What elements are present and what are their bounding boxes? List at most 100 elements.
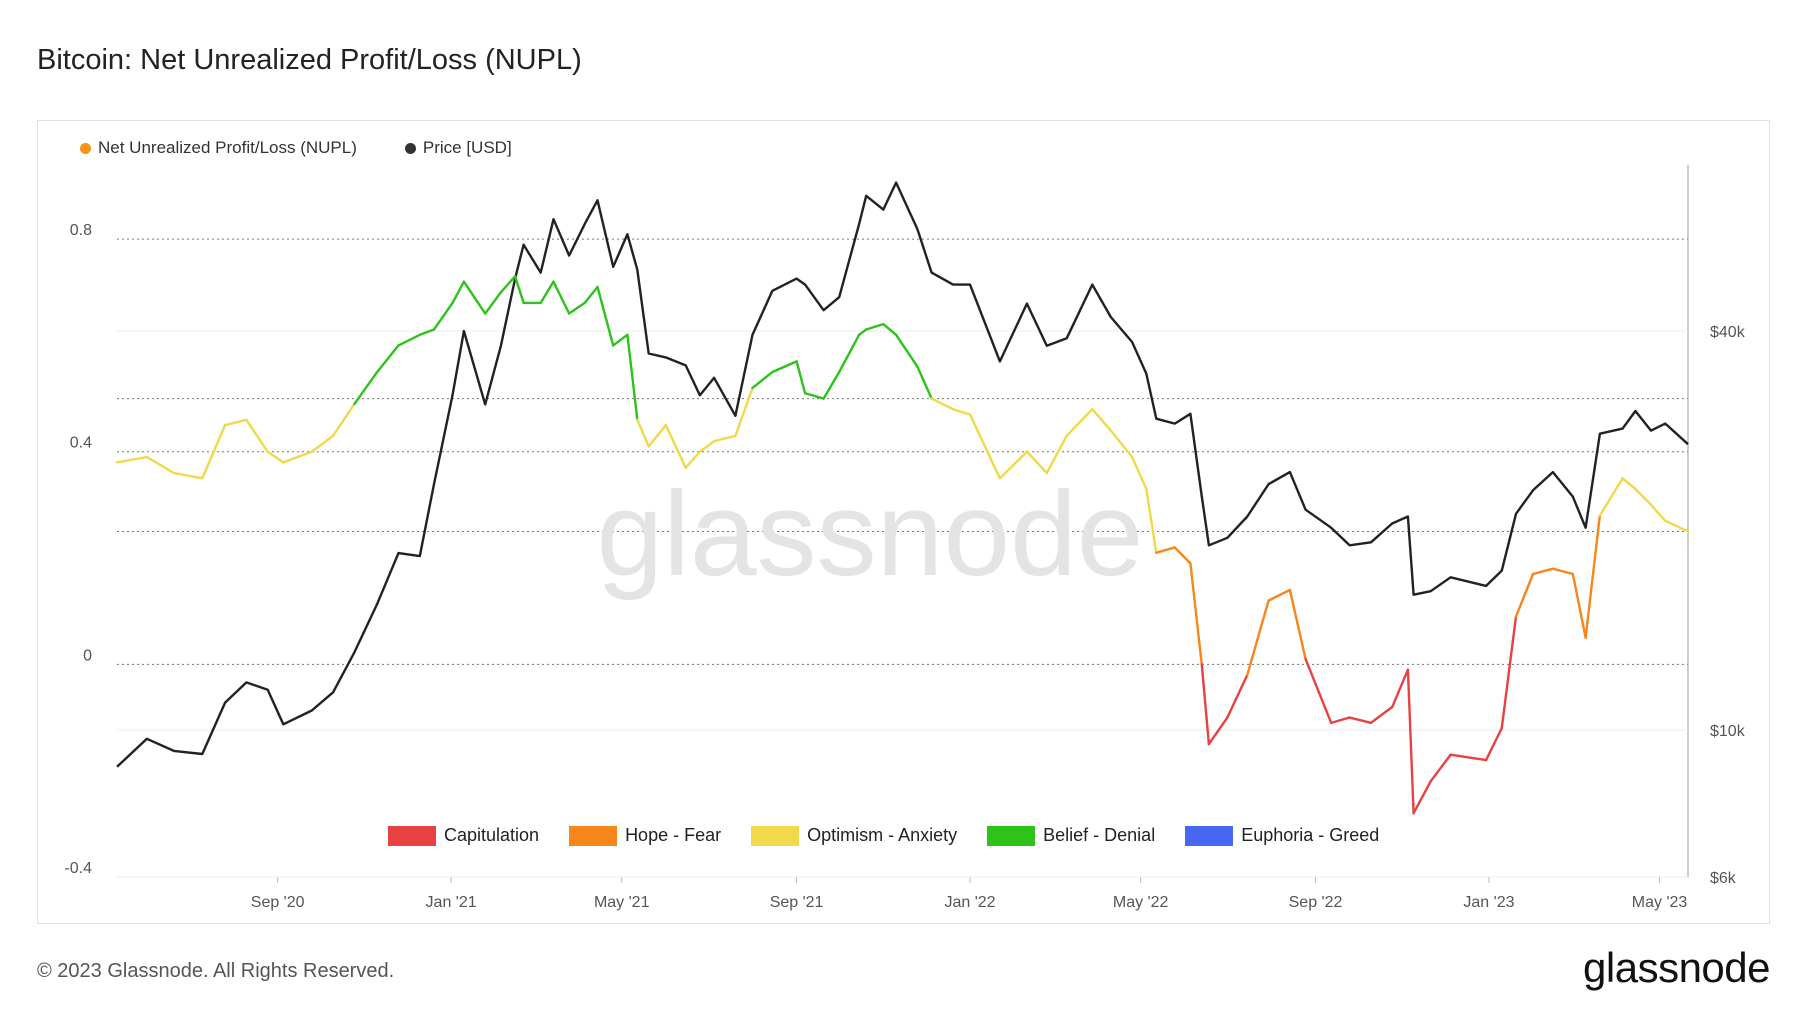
nupl-segment: [1173, 546, 1192, 565]
zone-label: Optimism - Anxiety: [807, 825, 958, 845]
nupl-segment: [223, 418, 248, 427]
zone-legend-item[interactable]: Euphoria - Greed: [1185, 825, 1379, 846]
chart-title: Bitcoin: Net Unrealized Profit/Loss (NUP…: [37, 44, 582, 76]
nupl-segment: [1429, 753, 1452, 783]
zone-swatch: [569, 825, 618, 846]
nupl-segment: [1571, 572, 1587, 639]
nupl-segment: [916, 365, 933, 400]
nupl-segment: [1551, 567, 1575, 576]
nupl-segment: [684, 450, 702, 469]
nupl-segment: [894, 333, 919, 368]
nupl-segment: [552, 280, 571, 315]
nupl-segment: [865, 322, 885, 331]
nupl-segment: [951, 408, 972, 416]
legend-label-price: Price [USD]: [422, 138, 512, 157]
nupl-segment: [375, 344, 400, 374]
nupl-segment: [596, 285, 615, 347]
zone-swatch: [751, 825, 800, 846]
y-left-tick-label: 0.8: [70, 222, 92, 239]
zone-legend-item[interactable]: Hope - Fear: [569, 825, 721, 846]
nupl-segment: [1065, 408, 1094, 437]
nupl-segment: [245, 418, 269, 453]
nupl-segment: [432, 301, 454, 331]
x-tick-label: Jan '22: [944, 894, 995, 911]
watermark: glassnode: [596, 467, 1143, 601]
legend-item-price[interactable]: Price [USD]: [404, 138, 512, 158]
nupl-segment: [734, 386, 754, 437]
nupl-segment: [1109, 429, 1134, 459]
x-tick-label: Sep '20: [251, 894, 305, 911]
nupl-segment: [998, 450, 1029, 480]
nupl-segment: [1664, 519, 1690, 533]
y-right-tick-label: $40k: [1710, 324, 1746, 341]
x-tick-label: May '23: [1632, 894, 1688, 911]
legend-dot-price: [404, 142, 416, 154]
zone-legend-item[interactable]: Capitulation: [388, 825, 539, 846]
nupl-segment: [1130, 455, 1148, 491]
nupl-segment: [1531, 567, 1555, 576]
y-left-tick-label: 0: [83, 647, 92, 664]
zone-legend-item[interactable]: Optimism - Anxiety: [751, 825, 957, 846]
nupl-segment: [1406, 668, 1415, 815]
nupl-segment: [795, 360, 807, 395]
nupl-segment: [1091, 408, 1112, 432]
legend-label-nupl: Net Unrealized Profit/Loss (NUPL): [98, 138, 357, 157]
zone-legend-item[interactable]: Belief - Denial: [987, 825, 1155, 846]
legend-item-nupl[interactable]: Net Unrealized Profit/Loss (NUPL): [80, 138, 357, 158]
y-right-tick-label: $6k: [1710, 870, 1737, 887]
nupl-segment: [1514, 572, 1535, 618]
price-line: [116, 181, 1689, 768]
nupl-segment: [1189, 562, 1203, 666]
nupl-segment: [1329, 716, 1351, 725]
brand-logo: glassnode: [1583, 944, 1770, 991]
nupl-segment: [484, 291, 503, 315]
zone-swatch: [388, 825, 436, 846]
nupl-segment: [1288, 588, 1307, 661]
series-legend: Net Unrealized Profit/Loss (NUPL) Price …: [80, 138, 512, 158]
nupl-segment: [1449, 753, 1488, 762]
nupl-segment: [882, 322, 898, 336]
x-tick-label: Jan '21: [426, 894, 477, 911]
nupl-segment: [1412, 780, 1432, 815]
nupl-segment: [803, 392, 825, 400]
nupl-segment: [1025, 450, 1049, 475]
nupl-segment: [1200, 663, 1211, 746]
nupl-segment: [418, 328, 436, 336]
x-tick-label: Sep '21: [770, 894, 824, 911]
nupl-segment: [1304, 657, 1333, 725]
x-axis: Sep '20 Jan '21 May '21 Sep '21 Jan '22 May '…: [251, 877, 1688, 911]
nupl-segment: [1145, 487, 1158, 554]
nupl-segment: [397, 333, 422, 347]
y-right-tick-label: $10k: [1710, 723, 1746, 740]
nupl-segment: [539, 280, 555, 305]
y-axis-right: $6k $10k $40k: [1710, 324, 1746, 887]
nupl-segment: [751, 370, 774, 390]
nupl-segment: [282, 450, 313, 464]
zone-swatch: [987, 825, 1036, 846]
copyright: © 2023 Glassnode. All Rights Reserved.: [37, 960, 395, 982]
nupl-segment: [1155, 546, 1176, 554]
nupl-segment: [201, 423, 227, 480]
nupl-segment: [1621, 477, 1637, 491]
nupl-segment: [115, 455, 149, 464]
nupl-segment: [145, 455, 176, 475]
nupl-segment: [838, 333, 861, 374]
y-left-tick-label: 0.4: [70, 435, 92, 452]
zone-swatch: [1185, 825, 1234, 846]
nupl-segment: [822, 370, 841, 400]
nupl-segment: [331, 402, 356, 437]
nupl-segment: [1246, 599, 1270, 677]
x-tick-label: May '22: [1113, 894, 1169, 911]
x-tick-label: Sep '22: [1289, 894, 1343, 911]
nupl-segment: [857, 328, 868, 336]
nupl-segment: [626, 333, 639, 422]
nupl-segment: [664, 423, 687, 469]
nupl-segment: [636, 418, 650, 448]
nupl-segment: [499, 275, 517, 294]
nupl-segment: [1226, 673, 1249, 719]
nupl-segment: [1634, 487, 1653, 507]
nupl-segment: [930, 397, 955, 411]
nupl-segment: [611, 333, 629, 347]
nupl-segment: [1369, 705, 1394, 725]
nupl-segment: [771, 360, 798, 374]
